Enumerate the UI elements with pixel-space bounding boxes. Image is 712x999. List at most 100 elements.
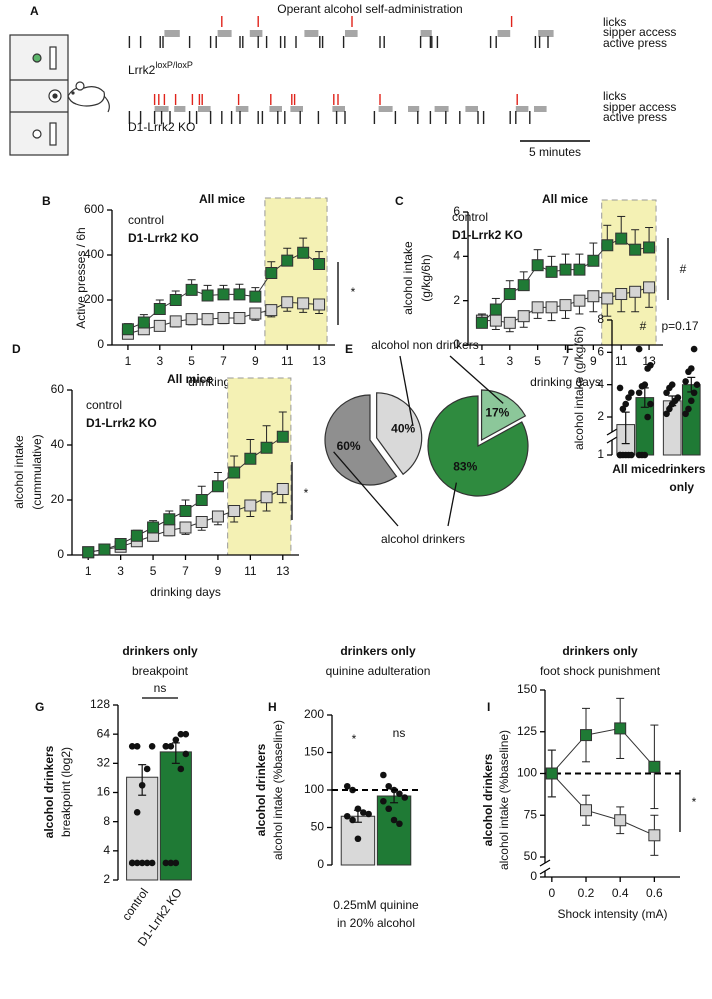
marker <box>629 285 642 298</box>
sipper-access <box>465 106 478 112</box>
y-axis-label: alcohol intake <box>12 435 26 509</box>
data-point <box>128 859 136 867</box>
lever <box>49 122 57 146</box>
data-point <box>349 816 356 824</box>
group-name: Lrrk2 <box>128 63 156 77</box>
marker <box>121 323 134 336</box>
data-point <box>133 742 141 750</box>
data-point <box>354 835 362 843</box>
data-point <box>396 790 403 798</box>
row-label: sipper access <box>603 25 676 39</box>
x-axis-label: Shock intensity (mA) <box>557 907 667 921</box>
marker <box>195 494 208 506</box>
axis-break <box>539 859 551 867</box>
y-tick-label: 2 <box>103 872 110 886</box>
data-point <box>343 812 351 820</box>
marker <box>195 516 208 528</box>
marker <box>489 303 502 316</box>
sipper-access <box>332 106 345 112</box>
data-point <box>682 378 689 385</box>
data-point <box>401 794 409 801</box>
marker <box>260 491 273 504</box>
highlight-window <box>601 199 657 346</box>
y-tick-label: 16 <box>97 785 111 799</box>
category-label: only <box>669 480 694 494</box>
x-tick-label: 9 <box>252 354 259 368</box>
legend-label: control <box>452 210 488 224</box>
data-point <box>172 859 180 867</box>
marker <box>587 290 600 303</box>
legend-label: control <box>128 213 164 227</box>
marker <box>98 543 111 556</box>
marker <box>573 263 586 276</box>
annotation: * <box>352 732 357 746</box>
data-point <box>138 859 146 867</box>
y-axis-label: alcohol drinkers <box>481 753 495 846</box>
x-tick-label: 1 <box>479 354 486 368</box>
marker <box>130 529 143 542</box>
marker <box>265 267 278 279</box>
annotation: # <box>640 319 647 333</box>
y-tick-label: 1 <box>597 447 604 461</box>
marker <box>517 279 530 292</box>
x-tick-label: 3 <box>117 564 124 578</box>
marker <box>475 316 488 329</box>
caption: 0.25mM quinine <box>333 898 419 912</box>
data-point <box>644 413 651 421</box>
data-point <box>128 742 136 750</box>
marker <box>580 729 593 742</box>
y-tick-label: 400 <box>84 247 104 261</box>
data-point <box>143 859 151 867</box>
y-tick-label: 0 <box>453 337 460 351</box>
marker <box>163 513 176 526</box>
panel-subtitle: quinine adulteration <box>326 664 431 678</box>
marker <box>615 288 628 301</box>
data-point <box>385 805 393 813</box>
marker <box>228 466 241 479</box>
marker <box>211 510 224 523</box>
marker <box>153 319 166 332</box>
sipper-access <box>290 106 303 112</box>
marker <box>249 290 262 303</box>
caption: in 20% alcohol <box>337 916 415 930</box>
data-point <box>647 400 654 408</box>
data-point <box>172 736 180 744</box>
data-point <box>635 345 643 353</box>
y-tick-label: 2 <box>453 293 460 307</box>
x-tick-label: 9 <box>215 564 222 578</box>
marker <box>201 289 214 302</box>
panel-subtitle: breakpoint <box>132 664 189 678</box>
cue-light <box>32 53 42 63</box>
panel-title: All mice <box>542 192 588 206</box>
data-point <box>616 451 624 459</box>
x-tick-label: 11 <box>281 354 294 368</box>
y-axis-label: alcohol drinkers <box>42 745 56 838</box>
data-point <box>177 765 185 773</box>
y-tick-label: 150 <box>304 745 324 759</box>
group-label: D1-Lrrk2 KO <box>128 120 195 134</box>
sipper-access <box>154 106 169 112</box>
sipper-access <box>434 106 449 112</box>
category-connector <box>399 355 414 427</box>
sipper-access <box>515 106 529 112</box>
data-point <box>628 451 635 459</box>
marker <box>276 483 289 495</box>
marker <box>313 258 326 270</box>
data-point <box>619 405 627 413</box>
x-tick-label: 11 <box>615 354 628 368</box>
marker <box>137 316 150 329</box>
sipper-access <box>304 30 319 37</box>
legend-label: D1-Lrrk2 KO <box>128 231 199 245</box>
category-label: drinkers <box>658 462 706 476</box>
data-point <box>380 771 387 779</box>
marker <box>587 254 600 267</box>
x-tick-label: 0.4 <box>612 886 629 900</box>
bar <box>681 384 701 456</box>
annotation: * <box>692 795 697 809</box>
marker <box>233 288 246 301</box>
row-label: licks <box>603 15 626 29</box>
panel-letter: C <box>395 194 404 208</box>
data-point <box>668 381 676 388</box>
y-tick-label: 6 <box>453 204 460 218</box>
marker <box>573 294 586 307</box>
